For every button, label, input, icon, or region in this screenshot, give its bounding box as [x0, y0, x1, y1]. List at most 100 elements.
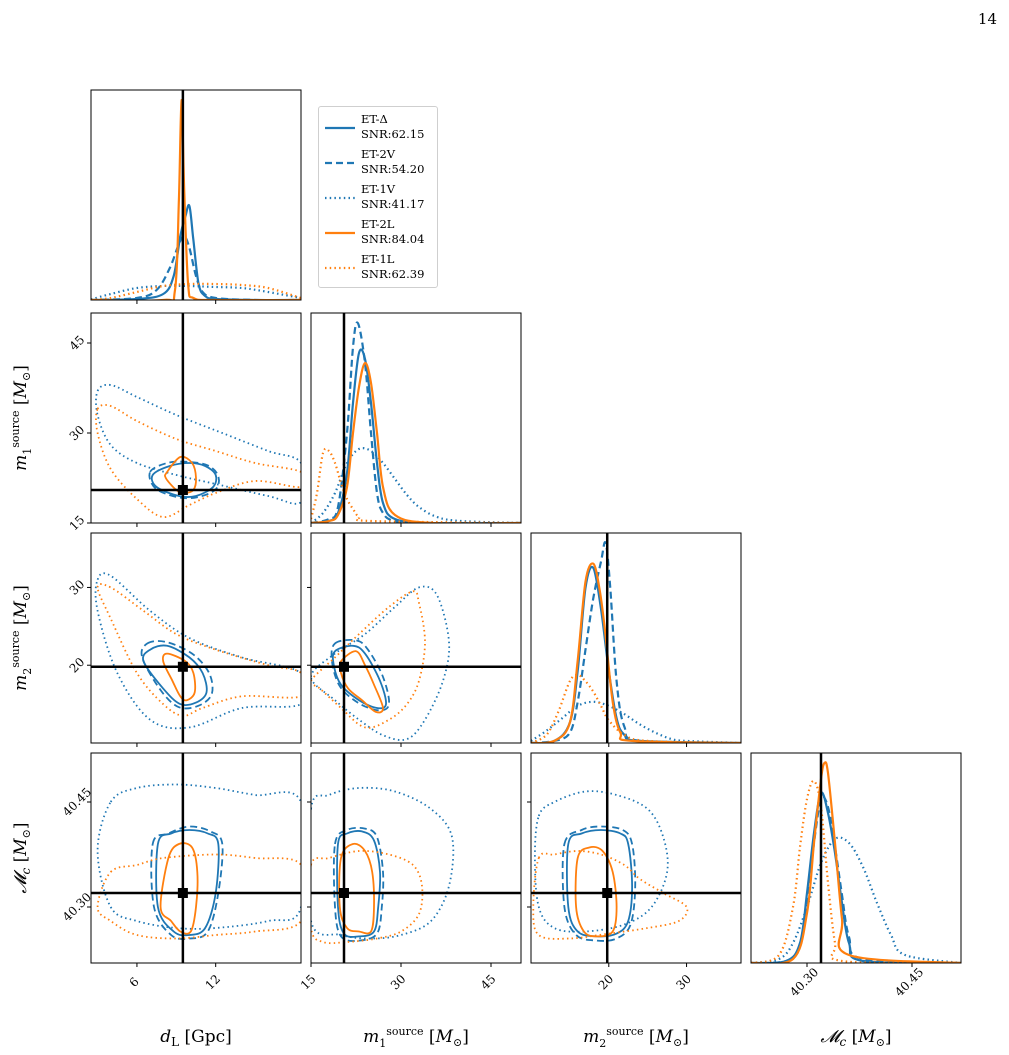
contour-m2-dL-4	[96, 583, 301, 717]
page-number: 14	[977, 10, 997, 28]
marginal-m1-solid-3	[311, 361, 521, 523]
contour-Mc-dL-0	[155, 829, 220, 937]
marginal-m1-dotted-2	[311, 447, 521, 523]
marginal-m1-solid-0	[311, 348, 521, 523]
contour-m2-dL-1	[140, 640, 214, 710]
truth-marker	[177, 661, 188, 672]
y-tick-label: 20	[67, 655, 88, 676]
panel-frame	[530, 532, 742, 744]
marginal-Mc-dotted-2	[751, 836, 961, 963]
y-axis-label-m1: m1source [M⊙]	[9, 365, 34, 471]
truth-marker	[177, 485, 188, 495]
contour-Mc-m2-1	[561, 825, 637, 942]
x-tick-label: 40.30	[787, 965, 821, 999]
contour-m2-dL-2	[94, 572, 301, 730]
panel-frame	[530, 752, 742, 964]
marginal-Mc-solid-3	[751, 761, 961, 963]
contour-m2-dL-0	[142, 644, 208, 707]
truth-marker	[339, 888, 349, 898]
panel-frame	[310, 532, 522, 744]
x-tick-label: 45	[478, 972, 499, 993]
x-tick-label: 30	[673, 972, 694, 993]
y-tick-label: 15	[67, 513, 88, 534]
legend-line	[325, 266, 355, 270]
marginal-m1-dotted-4	[311, 447, 521, 523]
contour-m1-dL-0	[150, 462, 218, 499]
marginal-m2-dashed-1	[531, 541, 741, 743]
panel-3-2	[531, 753, 741, 963]
contour-Mc-m1-4	[311, 849, 424, 945]
panel-frame	[90, 752, 302, 964]
panel-3-3	[751, 753, 961, 963]
legend: ET-Δ SNR:62.15 ET-2V SNR:54.20 ET-1V SNR:41.1…	[318, 106, 438, 288]
legend-entry: ET-Δ SNR:62.15	[319, 111, 439, 147]
legend-series-snr: SNR:54.20	[361, 162, 425, 176]
panel-frame	[90, 312, 302, 524]
marginal-dL-dotted-2	[91, 284, 301, 300]
y-tick-label: 30	[67, 577, 88, 598]
truth-marker	[177, 888, 188, 898]
contour-Mc-m2-3	[574, 846, 618, 938]
panel-3-1	[311, 753, 521, 963]
panel-frame	[310, 752, 522, 964]
legend-line	[325, 196, 355, 200]
x-tick-label: 40.45	[892, 965, 926, 999]
marginal-Mc-dashed-1	[751, 795, 961, 963]
contour-Mc-dL-4	[96, 853, 301, 940]
legend-series-name: ET-1L	[361, 252, 395, 266]
legend-line	[325, 126, 355, 130]
contour-Mc-m1-0	[336, 830, 382, 938]
x-tick-label: 6	[126, 975, 141, 990]
y-axis-label-Mc: 𝓜c [M⊙]	[11, 822, 33, 893]
marginal-m2-dotted-4	[531, 673, 741, 743]
marginal-dL-dotted-4	[91, 282, 301, 300]
legend-entry: ET-2V SNR:54.20	[319, 146, 439, 182]
panel-1-1	[311, 313, 521, 523]
panel-frame	[310, 312, 522, 524]
contour-Mc-m2-0	[566, 829, 634, 938]
legend-entry: ET-1L SNR:62.39	[319, 251, 439, 287]
contour-m1-dL-4	[95, 403, 301, 518]
x-axis-label-dL: dL [Gpc]	[160, 1027, 232, 1049]
panel-3-0	[91, 753, 301, 963]
legend-series-name: ET-2L	[361, 217, 395, 231]
marginal-Mc-solid-0	[751, 791, 961, 963]
panel-2-0	[91, 533, 301, 743]
x-tick-label: 30	[388, 972, 409, 993]
legend-series-snr: SNR:62.39	[361, 267, 425, 281]
y-tick-label: 45	[67, 333, 88, 354]
panel-1-0	[91, 313, 301, 523]
contour-m2-m1-3	[338, 650, 384, 714]
x-axis-label-m1: m1source [M⊙]	[363, 1025, 469, 1050]
y-tick-label: 30	[67, 423, 88, 444]
x-tick-label: 20	[596, 972, 617, 993]
y-axis-label-m2: m2source [M⊙]	[9, 585, 34, 691]
legend-entry: ET-1V SNR:41.17	[319, 181, 439, 217]
contour-m1-dL-1	[148, 460, 220, 500]
contour-Mc-m1-1	[332, 826, 385, 942]
x-axis-label-m2: m2source [M⊙]	[583, 1025, 689, 1050]
panel-2-1	[311, 533, 521, 743]
panel-frame	[90, 89, 302, 301]
x-tick-label: 12	[203, 972, 224, 993]
panel-frame	[750, 752, 962, 964]
legend-series-name: ET-1V	[361, 182, 396, 196]
contour-Mc-dL-3	[159, 842, 199, 935]
truth-marker	[339, 661, 349, 672]
legend-series-snr: SNR:84.04	[361, 232, 425, 246]
x-tick-label: 15	[298, 972, 319, 993]
contour-Mc-m2-4	[532, 850, 689, 940]
legend-series-snr: SNR:62.15	[361, 127, 425, 141]
legend-entry: ET-2L SNR:84.04	[319, 216, 439, 252]
legend-line	[325, 161, 355, 165]
contour-m2-m1-2	[311, 585, 451, 741]
contour-m2-m1-1	[330, 638, 391, 712]
marginal-m2-dotted-2	[531, 700, 741, 743]
marginal-m2-solid-0	[531, 565, 741, 743]
x-axis-label-Mc: 𝓜c [M⊙]	[820, 1027, 891, 1049]
legend-series-snr: SNR:41.17	[361, 197, 425, 211]
marginal-dL-solid-0	[91, 203, 301, 300]
panel-0-0	[91, 90, 301, 300]
contour-Mc-m2-2	[533, 790, 669, 933]
